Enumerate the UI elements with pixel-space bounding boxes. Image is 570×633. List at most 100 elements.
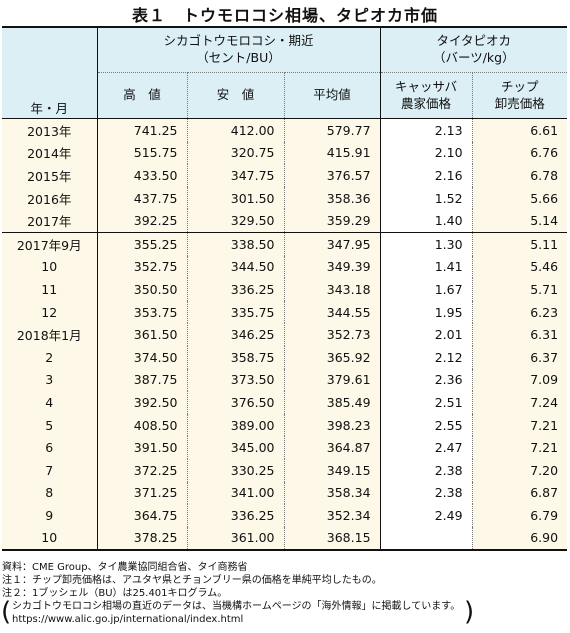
row-label: 2 [2, 345, 98, 369]
table-row: 4 392.50 376.50 385.49 2.51 7.24 [2, 391, 568, 414]
paren-right: ) [464, 597, 475, 627]
table-row: 12 353.75 335.75 344.55 1.95 6.23 [2, 300, 568, 324]
cell-cassava: 2.51 [380, 391, 473, 414]
corn-group-header: シカゴトウモロコシ・期近 （セント/BU） [97, 26, 381, 73]
cell-high: 387.75 [97, 368, 187, 392]
cell-high: 392.50 [97, 391, 187, 414]
cell-cassava: 2.38 [380, 481, 473, 505]
cell-avg: 385.49 [283, 391, 381, 414]
cell-low: 376.50 [186, 391, 284, 414]
table-title: 表１ トウモロコシ相場、タピオカ市価 [131, 6, 438, 25]
cell-cassava: 1.67 [380, 278, 473, 301]
cell-avg: 365.92 [283, 345, 381, 369]
table-row: 2 374.50 358.75 365.92 2.12 6.37 [2, 345, 568, 369]
cassava-header: キャッサバ 農家価格 [380, 72, 473, 119]
cell-low: 389.00 [186, 413, 284, 437]
table-row: 8 371.25 341.00 358.34 2.38 6.87 [2, 481, 568, 505]
row-label: 2015年 [2, 164, 98, 187]
row-label: 11 [2, 278, 98, 301]
cell-low: 335.75 [186, 300, 284, 324]
cell-cassava: 2.01 [380, 323, 473, 346]
row-label: 2017年9月 [2, 232, 98, 256]
cell-high: 515.75 [97, 141, 187, 165]
cell-avg: 344.55 [283, 300, 381, 324]
table-row: 2018年1月 361.50 346.25 352.73 2.01 6.31 [2, 323, 568, 346]
tapioca-group-header: タイタピオカ （バーツ/kg） [380, 26, 568, 73]
cell-high: 364.75 [97, 504, 187, 527]
row-label: 10 [2, 526, 98, 552]
cell-high: 741.25 [97, 118, 187, 142]
cell-low: 344.50 [186, 255, 284, 279]
row-label: 5 [2, 413, 98, 437]
table-row: 2016年 437.75 301.50 358.36 1.52 5.66 [2, 186, 568, 210]
cell-high: 391.50 [97, 436, 187, 459]
cell-cassava: 1.40 [380, 209, 473, 233]
cell-chip: 6.87 [471, 481, 568, 505]
cell-low: 336.25 [186, 278, 284, 301]
cell-avg: 352.73 [283, 323, 381, 346]
cell-cassava: 2.13 [380, 118, 473, 142]
tapioca-group-unit: （バーツ/kg） [432, 50, 515, 65]
chip-header: チップ 卸売価格 [471, 72, 568, 119]
table-row: 2014年 515.75 320.75 415.91 2.10 6.76 [2, 141, 568, 165]
cell-chip: 6.90 [471, 526, 568, 552]
cell-low: 329.50 [186, 209, 284, 233]
cell-cassava: 2.38 [380, 458, 473, 482]
cell-low: 320.75 [186, 141, 284, 165]
notes: 資料：CME Group、タイ農業協同組合省、タイ商務省 注１：チップ卸売価格は… [1, 561, 568, 627]
cell-low: 358.75 [186, 345, 284, 369]
price-table-body: 2013年 741.25 412.00 579.77 2.13 6.61 2014年 515.… [2, 118, 568, 552]
cell-high: 374.50 [97, 345, 187, 369]
cell-low: 412.00 [186, 118, 284, 142]
table-row: 10 378.25 361.00 368.15 6.90 [2, 526, 568, 552]
cassava-header-line1: キャッサバ [395, 78, 458, 94]
price-table: 年・月 シカゴトウモロコシ・期近 （セント/BU） タイタピオカ （バーツ/kg… [2, 26, 568, 552]
tapioca-group-title: タイタピオカ [436, 33, 512, 49]
avg-header: 平均値 [283, 72, 381, 119]
cell-chip: 6.76 [471, 141, 568, 165]
cell-avg: 379.61 [283, 368, 381, 392]
cell-low: 338.50 [186, 232, 284, 256]
cell-high: 371.25 [97, 481, 187, 505]
cell-chip: 6.78 [471, 164, 568, 187]
cell-avg: 359.29 [283, 209, 381, 233]
cell-chip: 7.09 [471, 368, 568, 392]
cell-chip: 6.37 [471, 345, 568, 369]
cell-chip: 5.66 [471, 186, 568, 210]
cell-chip: 6.31 [471, 323, 568, 346]
cell-chip: 6.23 [471, 300, 568, 324]
row-label: 4 [2, 391, 98, 414]
cell-high: 350.50 [97, 278, 187, 301]
cell-low: 341.00 [186, 481, 284, 505]
cell-cassava [380, 526, 473, 552]
high-header: 高 値 [97, 72, 187, 119]
cell-high: 355.25 [97, 232, 187, 256]
cell-cassava: 2.12 [380, 345, 473, 369]
cell-high: 378.25 [97, 526, 187, 552]
cell-cassava: 1.30 [380, 232, 473, 256]
table-row: 2015年 433.50 347.75 376.57 2.16 6.78 [2, 164, 568, 187]
cell-low: 347.75 [186, 164, 284, 187]
cell-low: 330.25 [186, 458, 284, 482]
row-label: 2014年 [2, 141, 98, 165]
low-header: 安 値 [186, 72, 284, 119]
table-row: 2017年 392.25 329.50 359.29 1.40 5.14 [2, 209, 568, 233]
cell-high: 372.25 [97, 458, 187, 482]
row-label: 12 [2, 300, 98, 324]
paren-note: ( シカゴトウモロコシ相場の直近のデータは、当機構ホームページの「海外情報」に掲… [1, 597, 475, 627]
cell-chip: 7.24 [471, 391, 568, 414]
paren-note-text: シカゴトウモロコシ相場の直近のデータは、当機構ホームページの「海外情報」に掲載し… [12, 601, 461, 612]
row-label: 2018年1月 [2, 323, 98, 346]
cell-high: 361.50 [97, 323, 187, 346]
cell-low: 373.50 [186, 368, 284, 392]
cell-avg: 364.87 [283, 436, 381, 459]
corn-group-title: シカゴトウモロコシ・期近 [163, 33, 314, 49]
cell-cassava: 2.36 [380, 368, 473, 392]
cell-avg: 352.34 [283, 504, 381, 527]
cell-avg: 358.34 [283, 481, 381, 505]
cell-avg: 349.15 [283, 458, 381, 482]
cell-chip: 6.61 [471, 118, 568, 142]
cell-chip: 7.20 [471, 458, 568, 482]
paren-note-url: https://www.alic.go.jp/international/ind… [12, 614, 244, 625]
table-row: 3 387.75 373.50 379.61 2.36 7.09 [2, 368, 568, 392]
